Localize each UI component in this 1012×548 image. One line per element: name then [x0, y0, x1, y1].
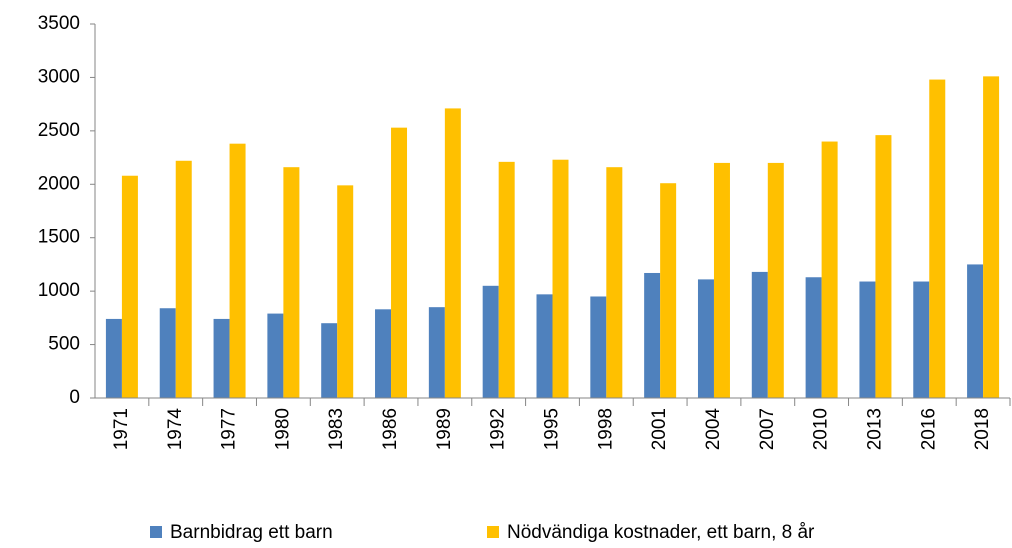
y-tick-label: 0 [69, 387, 80, 408]
bar [606, 167, 623, 398]
y-tick-label: 2000 [38, 173, 80, 194]
bar [267, 313, 284, 398]
bar [105, 318, 122, 398]
bar [660, 183, 677, 398]
x-tick-label: 1974 [165, 408, 186, 451]
bar [875, 135, 892, 399]
bar [929, 79, 946, 399]
bar [213, 318, 230, 398]
bar [321, 323, 338, 398]
bar [859, 281, 876, 398]
x-tick-label: 1977 [219, 408, 240, 450]
bar [428, 307, 445, 398]
bar [644, 272, 661, 398]
bar [536, 294, 553, 398]
bar [713, 162, 730, 398]
bar [391, 127, 408, 398]
x-tick-label: 2010 [811, 408, 832, 450]
bar [337, 185, 354, 398]
bar [175, 160, 192, 398]
y-tick-label: 2500 [38, 120, 80, 141]
y-tick-label: 1000 [38, 280, 80, 301]
x-tick-label: 1971 [111, 408, 132, 450]
bar [967, 264, 984, 398]
x-tick-label: 1986 [380, 408, 401, 450]
x-tick-label: 1998 [595, 408, 616, 450]
x-tick-label: 2013 [864, 408, 885, 450]
x-tick-label: 1992 [488, 408, 509, 450]
bar [983, 76, 1000, 399]
bar [498, 161, 515, 398]
bar [913, 281, 930, 398]
x-tick-label: 1995 [542, 408, 563, 450]
x-tick-label: 2018 [972, 408, 993, 450]
legend-label: Nödvändiga kostnader, ett barn, 8 år [507, 522, 815, 543]
bar [444, 108, 461, 398]
x-tick-label: 1989 [434, 408, 455, 450]
y-tick-label: 500 [48, 334, 80, 355]
x-tick-label: 1983 [326, 408, 347, 450]
y-tick-label: 3000 [38, 66, 80, 87]
x-tick-label: 2001 [649, 408, 670, 450]
bar [805, 277, 822, 398]
x-tick-label: 2004 [703, 408, 724, 451]
x-tick-label: 2007 [757, 408, 778, 450]
bar [821, 141, 838, 399]
bar [375, 309, 392, 398]
bar [552, 159, 569, 398]
legend-label: Barnbidrag ett barn [170, 522, 333, 543]
bar [121, 175, 138, 398]
legend-swatch [487, 526, 499, 538]
x-tick-label: 2016 [918, 408, 939, 450]
bar [482, 285, 499, 398]
legend-swatch [150, 526, 162, 538]
bar [229, 143, 246, 398]
bar [590, 296, 607, 398]
bar [283, 167, 300, 398]
bar [697, 279, 714, 398]
y-tick-label: 3500 [38, 13, 80, 34]
bar [767, 162, 784, 398]
bar [751, 271, 768, 398]
y-tick-label: 1500 [38, 227, 80, 248]
bar [159, 308, 176, 398]
x-tick-label: 1980 [272, 408, 293, 450]
